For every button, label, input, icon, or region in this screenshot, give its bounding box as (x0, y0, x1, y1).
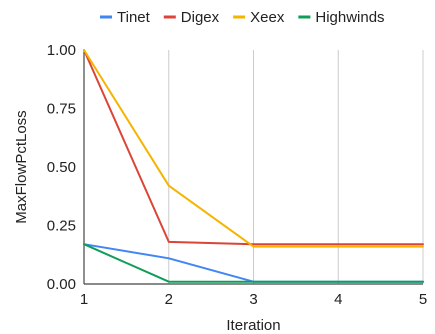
series-line-xeex (83, 49, 424, 248)
y-tick-label: 0.25 (47, 218, 76, 235)
x-tick-label: 4 (334, 291, 342, 308)
x-tick-label: 1 (80, 291, 88, 308)
legend-swatch (298, 15, 311, 19)
series-group (83, 49, 424, 283)
legend-item-highwinds: Highwinds (298, 9, 385, 26)
legend-item-digex: Digex (163, 9, 220, 26)
tick-labels: 0.00 0.25 0.50 0.75 1.00 1 2 3 4 5 (47, 42, 427, 308)
legend-item-tinet: Tinet (100, 9, 151, 26)
legend-label: Xeex (250, 9, 285, 26)
legend-swatch (163, 15, 176, 19)
y-tick-label: 0.75 (47, 101, 76, 118)
grid (168, 50, 424, 284)
legend-label: Tinet (117, 9, 151, 26)
y-tick-label: 1.00 (47, 42, 76, 59)
x-tick-label: 2 (165, 291, 173, 308)
legend-swatch (233, 15, 246, 19)
series-line-digex (83, 49, 424, 246)
y-tick-label: 0.50 (47, 159, 76, 176)
legend-swatch (100, 15, 112, 19)
y-axis-label: MaxFlowPctLoss (13, 110, 30, 223)
x-tick-label: 3 (249, 291, 257, 308)
x-axis-label: Iteration (226, 317, 280, 334)
legend-label: Digex (181, 9, 220, 26)
series-line-highwinds (83, 243, 424, 283)
legend: Tinet Digex Xeex Highwinds (100, 9, 385, 26)
x-tick-label: 5 (419, 291, 427, 308)
y-tick-label: 0.00 (47, 276, 76, 293)
legend-label: Highwinds (315, 9, 384, 26)
legend-item-xeex: Xeex (233, 9, 285, 26)
